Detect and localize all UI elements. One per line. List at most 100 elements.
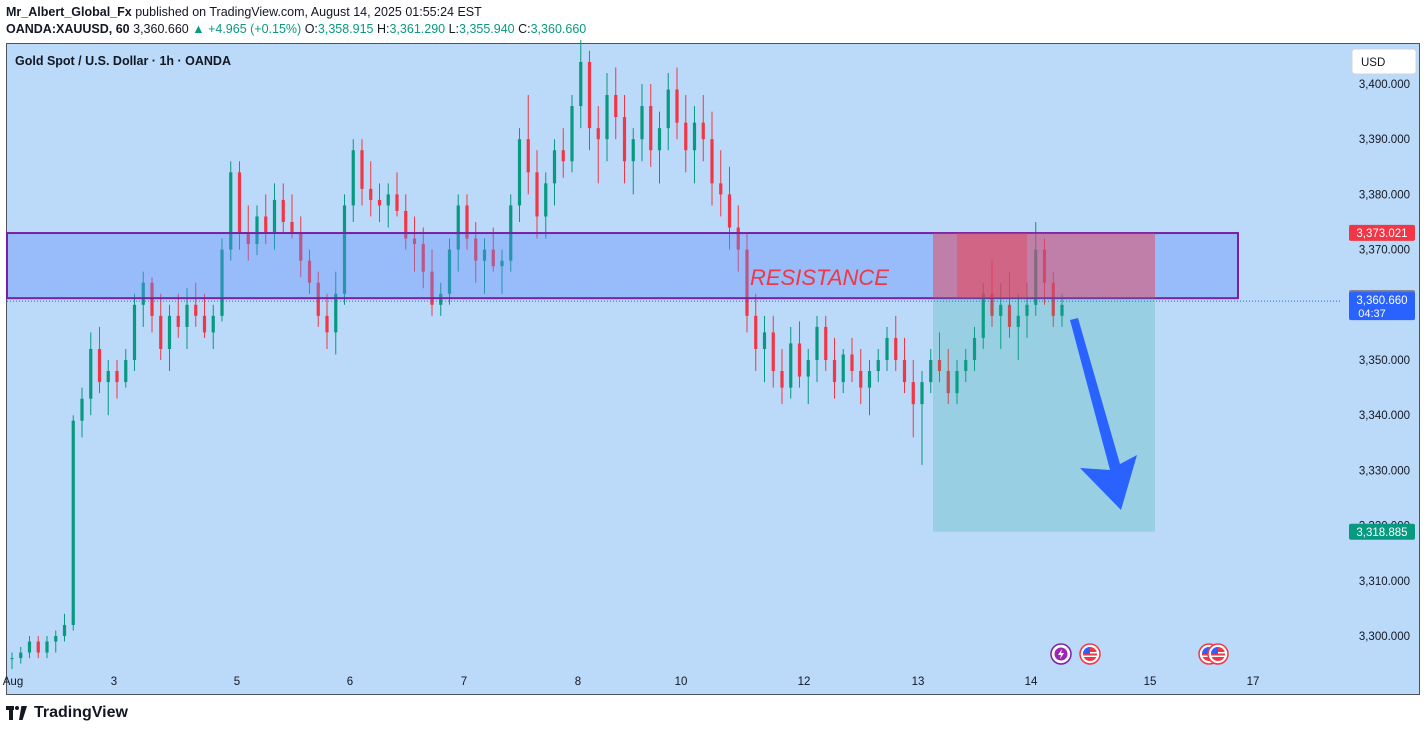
candle-body [614, 95, 618, 118]
us-flag-icon[interactable] [1207, 643, 1229, 665]
candle-body [54, 636, 58, 642]
us-flag-icon[interactable] [1079, 643, 1101, 665]
candle-body [124, 360, 128, 383]
resistance-zone[interactable] [6, 232, 1239, 300]
candle-body [1016, 315, 1020, 327]
candle-body [1060, 304, 1064, 316]
up-triangle-icon: ▲ [192, 22, 205, 36]
open-label: O: [304, 22, 318, 36]
candle-body [736, 227, 740, 250]
candle-body [500, 260, 504, 267]
candle-body [771, 332, 775, 372]
last-price: 3,360.660 [133, 22, 189, 36]
x-tick-label: 14 [1025, 676, 1038, 688]
candle-body [474, 238, 478, 261]
candle-body [552, 150, 557, 184]
x-tick-label: 5 [234, 676, 240, 688]
y-tick-label: 3,390.000 [1359, 134, 1410, 146]
x-tick-label: 6 [347, 676, 353, 688]
candle-body [456, 205, 460, 250]
high-value: 3,361.290 [389, 22, 446, 36]
price-label-text: 3,318.885 [1356, 527, 1407, 539]
candle-body [176, 315, 180, 327]
candle-body [972, 337, 977, 360]
candle-body [404, 210, 408, 239]
tradingview-logo[interactable]: TradingView [6, 704, 128, 722]
open-value: 3,358.915 [317, 22, 374, 36]
low-value: 3,355.940 [459, 22, 515, 36]
y-tick-label: 3,350.000 [1359, 355, 1410, 367]
candle-body [220, 249, 224, 316]
candle-body [937, 360, 942, 372]
candle-body [369, 188, 373, 200]
candle-body [290, 222, 294, 234]
candle-body [482, 249, 487, 261]
lightning-event-icon[interactable] [1050, 643, 1072, 665]
candle-body [299, 233, 303, 261]
price-label-box [1349, 224, 1415, 241]
candle-body [1007, 304, 1012, 327]
brand-name: TradingView [34, 704, 128, 721]
currency-button[interactable]: USD [1351, 48, 1417, 75]
symbol-label[interactable]: OANDA:XAUUSD, 60 [6, 22, 130, 36]
candle-body [71, 420, 75, 625]
candle-body [649, 106, 653, 151]
candle-body [307, 260, 312, 283]
author-name[interactable]: Mr_Albert_Global_Fx [6, 5, 132, 19]
candle-body [334, 293, 338, 333]
y-tick-label: 3,310.000 [1359, 576, 1410, 588]
candle-body [167, 315, 172, 349]
x-tick-label: 12 [798, 676, 811, 688]
candle-body [10, 658, 14, 660]
y-tick-label: 3,300.000 [1359, 631, 1410, 643]
candle-body [727, 194, 732, 228]
high-label: H: [376, 22, 390, 36]
candle-body [754, 315, 758, 349]
candle-body [797, 343, 802, 377]
candle-body [964, 360, 968, 372]
candle-body [106, 371, 110, 383]
candle-body [439, 293, 443, 305]
x-tick-label: 15 [1144, 676, 1157, 688]
candle-body [159, 315, 163, 349]
candle-body [1034, 249, 1038, 305]
stop-loss-zone[interactable] [933, 232, 1155, 299]
price-change: +4.965 (+0.15%) [208, 22, 302, 36]
events-group [1050, 643, 1229, 665]
candle-body [710, 139, 714, 184]
axes-group: 3,300.0003,310.0003,320.0003,330.0003,34… [3, 79, 1415, 688]
candle-body [62, 624, 67, 636]
candle-body [561, 150, 565, 162]
candle-body [929, 360, 933, 383]
candle-body [386, 194, 390, 206]
y-tick-label: 3,370.000 [1359, 245, 1410, 257]
candle-body [894, 337, 898, 360]
candle-body [596, 128, 600, 140]
price-label-text: 3,373.021 [1356, 228, 1407, 240]
candle-body [745, 249, 749, 316]
candle-body [1051, 282, 1055, 316]
candle-body [421, 244, 425, 272]
candle-body [666, 89, 670, 129]
candle-body [246, 233, 250, 245]
candle-body [325, 315, 329, 333]
currency-label: USD [1361, 57, 1385, 69]
candle-body [657, 128, 662, 151]
candle-body [850, 354, 854, 372]
stop-loss-highlight [957, 232, 1027, 299]
candle-body [377, 199, 382, 206]
candle-body [631, 139, 635, 162]
candle-body [640, 106, 644, 140]
resistance-label: RESISTANCE [750, 265, 889, 290]
candle-body [675, 89, 679, 123]
candle-body [202, 315, 207, 333]
candle-body [920, 382, 924, 405]
low-label: L: [448, 22, 460, 36]
candle-body [255, 216, 259, 245]
x-tick-label: 13 [912, 676, 925, 688]
candle-body [859, 371, 863, 388]
candle-body [45, 641, 49, 653]
candles-group [10, 39, 1064, 670]
close-value: 3,360.660 [530, 22, 587, 36]
